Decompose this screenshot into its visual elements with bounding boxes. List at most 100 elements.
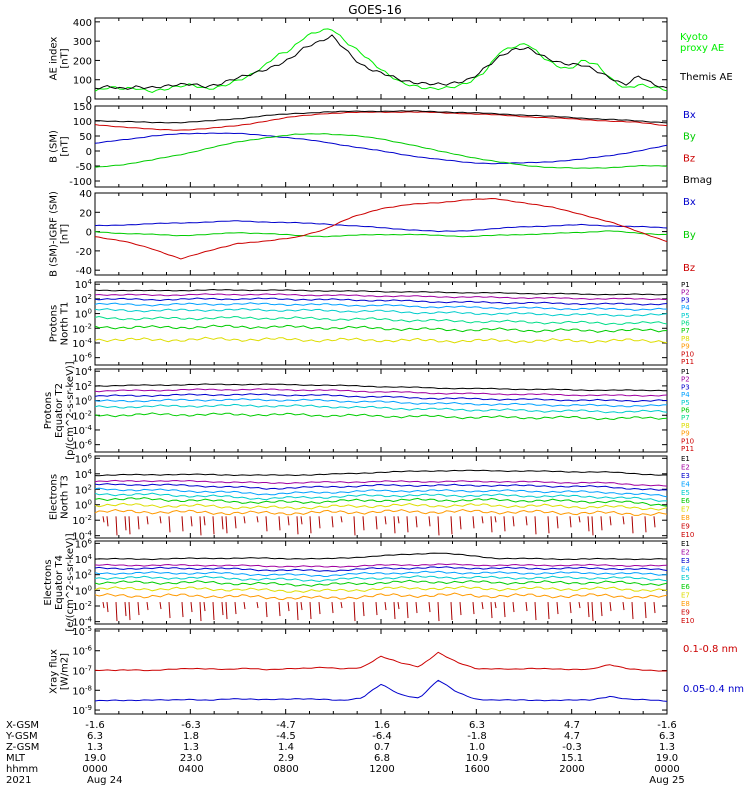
xaxis-value: 6.3 bbox=[469, 720, 485, 731]
series-spike-e9 bbox=[287, 516, 290, 526]
legend-p11: P11 bbox=[681, 445, 694, 453]
series-spike-e9 bbox=[225, 602, 228, 620]
legend-bx: Bx bbox=[683, 110, 696, 121]
series-line-e2 bbox=[94, 479, 668, 487]
y-tick-label: 104 bbox=[75, 278, 93, 291]
series-spike-e9 bbox=[644, 602, 647, 619]
series-line-p1 bbox=[94, 288, 668, 296]
series-spike-e9 bbox=[128, 516, 131, 535]
series-spike-e9 bbox=[331, 516, 334, 528]
xaxis-value: Aug 25 bbox=[649, 775, 684, 786]
y-tick-label: -20 bbox=[76, 247, 92, 258]
y-tick-label: 10-2 bbox=[72, 322, 92, 335]
series-line-p4 bbox=[94, 302, 668, 311]
xaxis-value: 0000 bbox=[82, 764, 107, 775]
y-tick-label: 10-4 bbox=[72, 616, 92, 629]
y-axis-label: B (SM) bbox=[49, 130, 60, 163]
series-line-e3 bbox=[94, 566, 668, 572]
xaxis-value: 0.7 bbox=[374, 742, 390, 753]
series-spike-e9 bbox=[578, 601, 581, 609]
y-tick-label: 102 bbox=[75, 483, 92, 496]
y-axis-label: North T1 bbox=[60, 302, 71, 346]
y-tick-label: 100 bbox=[73, 117, 92, 128]
xaxis-value: 1.3 bbox=[183, 742, 199, 753]
series-line-bx bbox=[94, 220, 668, 233]
y-tick-label: 100 bbox=[75, 395, 92, 408]
series-spike-e9 bbox=[472, 602, 475, 615]
series-line-p7 bbox=[94, 324, 668, 333]
series-spike-e9 bbox=[225, 516, 228, 534]
y-tick-label: 10-9 bbox=[72, 704, 92, 717]
series-spike-e9 bbox=[124, 516, 127, 531]
series-spike-e9 bbox=[591, 602, 594, 622]
legend-e3: E3 bbox=[681, 557, 690, 565]
series-line-e3 bbox=[94, 483, 668, 491]
figure-title: GOES-16 bbox=[348, 3, 402, 17]
xaxis-value: -4.5 bbox=[276, 731, 296, 742]
legend-themis: Themis AE bbox=[679, 72, 733, 83]
series-spike-e9 bbox=[362, 516, 365, 531]
legend-xray-short: 0.05-0.4 nm bbox=[683, 684, 744, 695]
series-spike-e9 bbox=[234, 602, 237, 615]
series-spike-e9 bbox=[569, 516, 572, 528]
series-spike-e9 bbox=[146, 602, 149, 611]
series-spike-e9 bbox=[159, 516, 162, 524]
xaxis-row-label-hhmm: hhmm bbox=[6, 764, 38, 775]
y-tick-label: 0 bbox=[86, 147, 92, 158]
y-tick-label: 102 bbox=[75, 293, 92, 306]
xaxis-value: 6.3 bbox=[659, 731, 675, 742]
series-spike-e9 bbox=[287, 602, 290, 612]
series-spike-e9 bbox=[406, 602, 409, 619]
series-line-p5 bbox=[94, 403, 668, 414]
xaxis-row-label-x-gsm: X-GSM bbox=[6, 720, 39, 731]
series-spike-e9 bbox=[437, 516, 440, 536]
legend-p5: P5 bbox=[681, 312, 690, 320]
series-spike-e9 bbox=[534, 516, 537, 535]
y-tick-label: 10-2 bbox=[72, 514, 92, 527]
legend-e6: E6 bbox=[681, 497, 690, 505]
series-line-e8 bbox=[94, 592, 668, 601]
series-spike-e9 bbox=[556, 602, 559, 615]
series-spike-e9 bbox=[265, 516, 268, 532]
y-axis-label: [p/(cm^2-s-sr-keV)] bbox=[65, 361, 76, 460]
series-line-e7 bbox=[94, 502, 668, 511]
y-tick-label: 0 bbox=[86, 95, 92, 106]
series-spike-e9 bbox=[631, 516, 634, 534]
series-line-e6 bbox=[94, 497, 668, 507]
legend-e2: E2 bbox=[681, 463, 690, 471]
series-spike-e9 bbox=[437, 602, 440, 622]
xaxis-value: Aug 24 bbox=[87, 775, 122, 786]
panel-frame bbox=[94, 628, 668, 715]
series-spike-e9 bbox=[102, 601, 105, 609]
y-tick-label: 10-6 bbox=[72, 645, 92, 658]
legend-e9: E9 bbox=[681, 608, 690, 616]
series-spike-e9 bbox=[653, 516, 656, 528]
series-line-e8 bbox=[94, 508, 668, 516]
series-spike-e9 bbox=[587, 602, 590, 618]
series-line-by bbox=[94, 230, 668, 238]
series-spike-e9 bbox=[490, 602, 493, 619]
legend-e3: E3 bbox=[681, 472, 690, 480]
series-spike-e9 bbox=[203, 602, 206, 612]
series-spike-e9 bbox=[609, 602, 612, 612]
legend-p3: P3 bbox=[681, 296, 690, 304]
series-spike-e9 bbox=[115, 516, 118, 536]
y-axis-label: [W/m2] bbox=[60, 653, 71, 690]
series-spike-e9 bbox=[340, 601, 343, 609]
series-spike-e9 bbox=[265, 602, 268, 618]
series-line-bz bbox=[94, 111, 668, 131]
xaxis-row-label-z-gsm: Z-GSM bbox=[6, 742, 39, 753]
series-spike-e9 bbox=[124, 602, 127, 617]
series-spike-e9 bbox=[362, 602, 365, 617]
y-tick-label: 100 bbox=[75, 499, 92, 512]
series-line-p3 bbox=[94, 297, 668, 306]
legend-by: By bbox=[683, 230, 696, 241]
series-spike-e9 bbox=[137, 602, 140, 616]
y-tick-label: 10-4 bbox=[72, 337, 92, 350]
series-spike-e9 bbox=[525, 602, 528, 612]
y-axis-label: Protons bbox=[49, 305, 60, 342]
series-spike-e9 bbox=[512, 516, 515, 527]
